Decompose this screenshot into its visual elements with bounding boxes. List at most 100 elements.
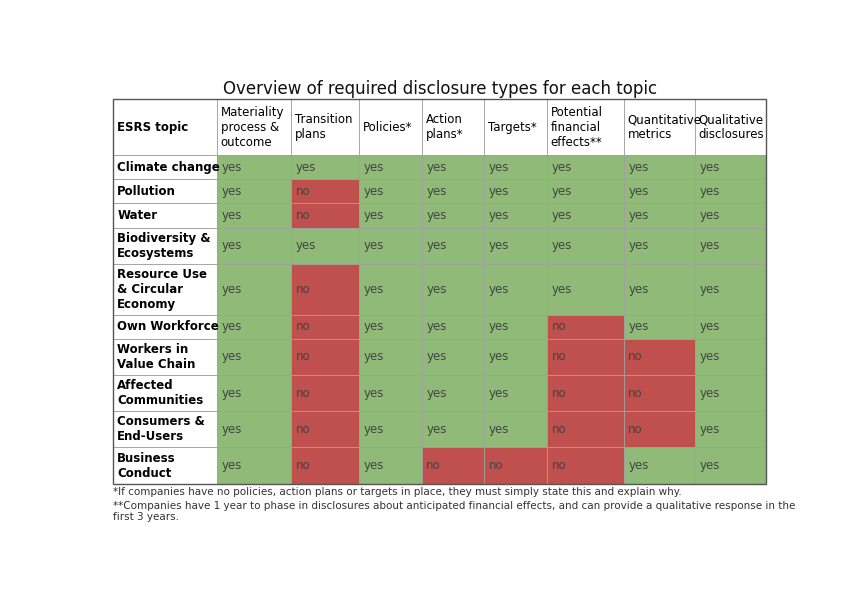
Bar bbox=[216, 155, 292, 179]
Bar bbox=[113, 99, 766, 484]
Text: yes: yes bbox=[489, 283, 510, 295]
Text: yes: yes bbox=[489, 161, 510, 173]
Bar bbox=[484, 228, 547, 264]
Bar bbox=[359, 447, 421, 484]
Bar bbox=[216, 203, 292, 228]
Text: yes: yes bbox=[552, 209, 571, 222]
Text: Materiality
process &
outcome: Materiality process & outcome bbox=[221, 106, 284, 149]
Bar bbox=[547, 375, 624, 411]
Text: no: no bbox=[296, 459, 311, 472]
Bar bbox=[292, 447, 359, 484]
Bar bbox=[359, 338, 421, 375]
Bar bbox=[421, 447, 484, 484]
Bar bbox=[624, 338, 695, 375]
Bar bbox=[113, 338, 216, 375]
Text: yes: yes bbox=[221, 185, 242, 198]
Text: yes: yes bbox=[628, 459, 649, 472]
Bar bbox=[547, 155, 624, 179]
Text: yes: yes bbox=[699, 350, 720, 364]
Bar bbox=[359, 411, 421, 447]
Bar bbox=[359, 203, 421, 228]
Text: yes: yes bbox=[489, 209, 510, 222]
Text: no: no bbox=[628, 350, 643, 364]
Text: yes: yes bbox=[699, 423, 720, 436]
Text: yes: yes bbox=[628, 161, 649, 173]
Text: no: no bbox=[296, 209, 311, 222]
Text: Qualitative
disclosures: Qualitative disclosures bbox=[698, 113, 764, 141]
Text: yes: yes bbox=[364, 161, 384, 173]
Text: yes: yes bbox=[699, 209, 720, 222]
Bar bbox=[484, 338, 547, 375]
Bar bbox=[484, 155, 547, 179]
Bar bbox=[624, 315, 695, 338]
Text: yes: yes bbox=[426, 239, 447, 252]
Bar bbox=[292, 179, 359, 203]
Text: yes: yes bbox=[552, 161, 571, 173]
Text: Affected
Communities: Affected Communities bbox=[118, 379, 203, 407]
Text: yes: yes bbox=[364, 350, 384, 364]
Bar bbox=[695, 264, 766, 315]
Bar bbox=[624, 179, 695, 203]
Text: no: no bbox=[296, 185, 311, 198]
Text: no: no bbox=[552, 423, 566, 436]
Text: yes: yes bbox=[364, 185, 384, 198]
Text: no: no bbox=[296, 320, 311, 333]
Bar bbox=[359, 155, 421, 179]
Text: yes: yes bbox=[426, 386, 447, 399]
Text: yes: yes bbox=[364, 423, 384, 436]
Bar bbox=[292, 228, 359, 264]
Text: Policies*: Policies* bbox=[363, 121, 413, 134]
Bar bbox=[359, 315, 421, 338]
Text: yes: yes bbox=[221, 423, 242, 436]
Text: yes: yes bbox=[221, 350, 242, 364]
Bar bbox=[216, 447, 292, 484]
Text: yes: yes bbox=[699, 459, 720, 472]
Text: no: no bbox=[552, 350, 566, 364]
Bar bbox=[113, 179, 216, 203]
Bar bbox=[547, 203, 624, 228]
Text: yes: yes bbox=[221, 283, 242, 295]
Bar bbox=[695, 315, 766, 338]
Bar bbox=[359, 179, 421, 203]
Text: yes: yes bbox=[699, 239, 720, 252]
Bar bbox=[695, 338, 766, 375]
Bar bbox=[421, 179, 484, 203]
Bar bbox=[292, 203, 359, 228]
Bar bbox=[421, 264, 484, 315]
Text: yes: yes bbox=[552, 185, 571, 198]
Bar bbox=[216, 315, 292, 338]
Bar bbox=[547, 411, 624, 447]
Text: yes: yes bbox=[552, 239, 571, 252]
Bar bbox=[695, 228, 766, 264]
Text: Transition
plans: Transition plans bbox=[295, 113, 353, 141]
Bar bbox=[359, 264, 421, 315]
Bar bbox=[292, 375, 359, 411]
Bar bbox=[421, 338, 484, 375]
Bar bbox=[421, 155, 484, 179]
Bar bbox=[484, 203, 547, 228]
Text: yes: yes bbox=[699, 386, 720, 399]
Text: Own Workforce: Own Workforce bbox=[118, 320, 219, 333]
Bar bbox=[624, 228, 695, 264]
Text: yes: yes bbox=[489, 350, 510, 364]
Bar bbox=[624, 155, 695, 179]
Text: Resource Use
& Circular
Economy: Resource Use & Circular Economy bbox=[118, 268, 208, 311]
Text: no: no bbox=[296, 386, 311, 399]
Bar bbox=[292, 315, 359, 338]
Bar bbox=[421, 375, 484, 411]
Bar bbox=[695, 411, 766, 447]
Bar bbox=[624, 99, 695, 155]
Text: yes: yes bbox=[489, 320, 510, 333]
Bar bbox=[624, 264, 695, 315]
Bar bbox=[547, 338, 624, 375]
Bar bbox=[113, 228, 216, 264]
Bar bbox=[624, 411, 695, 447]
Text: Biodiversity &
Ecosystems: Biodiversity & Ecosystems bbox=[118, 231, 211, 260]
Text: yes: yes bbox=[628, 283, 649, 295]
Text: yes: yes bbox=[221, 459, 242, 472]
Text: yes: yes bbox=[364, 320, 384, 333]
Bar bbox=[547, 179, 624, 203]
Text: no: no bbox=[628, 386, 643, 399]
Bar bbox=[292, 411, 359, 447]
Text: yes: yes bbox=[364, 209, 384, 222]
